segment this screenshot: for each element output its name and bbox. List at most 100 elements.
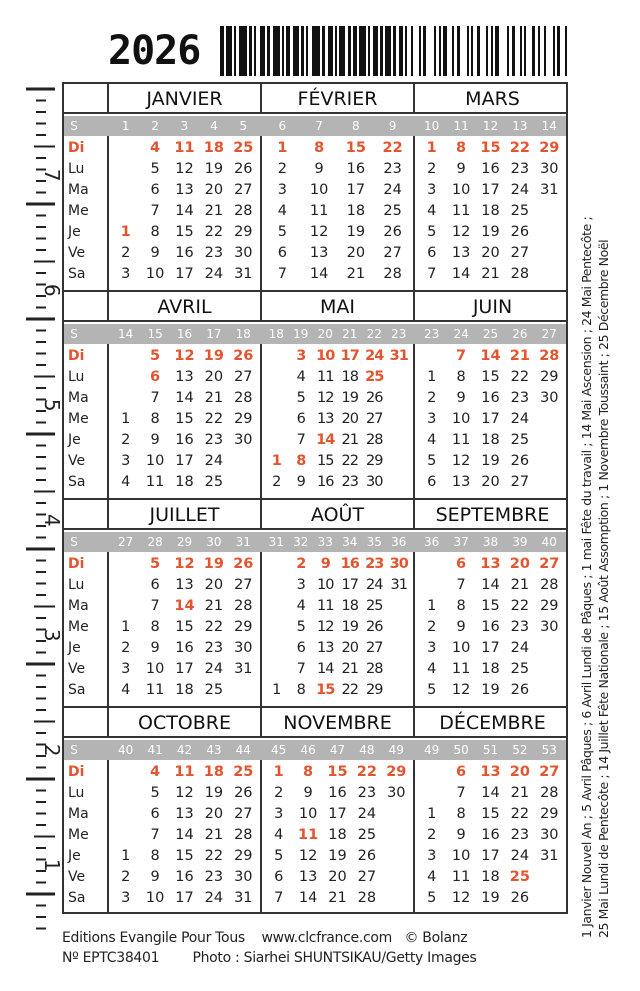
day-cell: 21 bbox=[510, 577, 530, 593]
day-cell: 25 bbox=[510, 432, 530, 448]
day-cell: 18 bbox=[481, 203, 500, 219]
day-cell: 5 bbox=[277, 224, 287, 240]
day-cell: 25 bbox=[233, 764, 254, 780]
day-cell: 16 bbox=[346, 161, 366, 177]
day-cell: 30 bbox=[234, 245, 253, 261]
day-cell: 6 bbox=[296, 640, 306, 656]
day-cell: 30 bbox=[540, 619, 559, 635]
barcode-bar bbox=[486, 26, 488, 76]
week-number: 23 bbox=[391, 327, 407, 341]
day-cell: 28 bbox=[366, 432, 383, 448]
day-cell: 9 bbox=[150, 640, 160, 656]
day-cell: 5 bbox=[150, 348, 161, 364]
weekday-label: Ve bbox=[68, 661, 86, 677]
barcode-bar bbox=[226, 26, 232, 76]
barcode-bar bbox=[452, 26, 454, 76]
day-cell: 6 bbox=[150, 577, 160, 593]
month-divider bbox=[107, 760, 109, 914]
day-cell: 25 bbox=[365, 369, 384, 385]
day-cell: 10 bbox=[316, 348, 335, 364]
day-cell: 8 bbox=[303, 764, 314, 780]
day-cell: 5 bbox=[150, 556, 161, 572]
day-cell: 11 bbox=[317, 369, 334, 385]
day-cell: 23 bbox=[204, 245, 224, 261]
day-cell: 22 bbox=[382, 140, 403, 156]
day-cell: 28 bbox=[540, 785, 559, 801]
day-cell: 16 bbox=[175, 245, 194, 261]
barcode-bar bbox=[306, 26, 308, 76]
barcode-bar bbox=[419, 26, 421, 76]
barcode-bar bbox=[439, 26, 441, 76]
day-cell: 31 bbox=[540, 182, 559, 198]
weekday-label: Di bbox=[68, 140, 85, 156]
day-cell: 21 bbox=[204, 390, 224, 406]
week-number: 41 bbox=[147, 743, 163, 757]
week-number: 36 bbox=[424, 535, 440, 549]
month-divider bbox=[413, 760, 415, 914]
barcode-bar bbox=[282, 26, 284, 76]
month-divider bbox=[260, 552, 262, 706]
calendar-grid: S Di Lu Ma Me Je Ve Sa JANVIER 1 2 3 4 5 1 2 3 4 5 6 7 8 9 10 11… bbox=[62, 82, 568, 914]
day-cell: 4 bbox=[277, 203, 287, 219]
day-cell: 4 bbox=[121, 474, 131, 490]
day-cell: 19 bbox=[481, 890, 500, 906]
day-cell: 5 bbox=[296, 619, 306, 635]
day-cell: 25 bbox=[204, 474, 224, 490]
barcode-bar bbox=[368, 26, 370, 76]
day-cell: 7 bbox=[296, 432, 306, 448]
day-cell: 25 bbox=[383, 203, 402, 219]
day-cell: 20 bbox=[346, 245, 366, 261]
week-number: 14 bbox=[541, 119, 557, 133]
week-number: 32 bbox=[293, 535, 309, 549]
day-cell: 6 bbox=[150, 806, 160, 822]
day-cell: 15 bbox=[317, 453, 334, 469]
day-cell: 24 bbox=[510, 640, 530, 656]
day-cell: 2 bbox=[296, 556, 306, 572]
week-number: 31 bbox=[268, 535, 284, 549]
month-divider bbox=[413, 344, 415, 498]
week-number-bar bbox=[64, 324, 566, 344]
footer-publisher: Editions Evangile Pour Tous www.clcfranc… bbox=[62, 930, 468, 946]
week-number: 7 bbox=[315, 119, 323, 133]
day-cell: 16 bbox=[340, 556, 360, 572]
day-cell: 12 bbox=[298, 848, 318, 864]
day-cell: 13 bbox=[175, 369, 194, 385]
month-name: JUILLET bbox=[107, 500, 260, 528]
day-cell: 19 bbox=[481, 453, 500, 469]
day-cell: 14 bbox=[481, 785, 500, 801]
month-name: MARS bbox=[413, 84, 570, 112]
weekday-label: Lu bbox=[68, 161, 85, 177]
day-cell: 20 bbox=[481, 474, 500, 490]
week-number: 13 bbox=[512, 119, 528, 133]
week-number: 47 bbox=[329, 743, 346, 757]
day-cell: 6 bbox=[456, 556, 467, 572]
barcode-bar bbox=[520, 26, 522, 76]
day-cell: 23 bbox=[204, 869, 224, 885]
weekday-label: Je bbox=[68, 640, 81, 656]
day-cell: 25 bbox=[510, 203, 530, 219]
day-cell: 23 bbox=[341, 474, 359, 490]
day-cell: 8 bbox=[150, 224, 160, 240]
day-cell: 10 bbox=[145, 266, 165, 282]
day-cell: 29 bbox=[234, 848, 253, 864]
barcode-bar bbox=[239, 26, 247, 76]
barcode-bar bbox=[380, 26, 383, 76]
day-cell: 4 bbox=[427, 661, 437, 677]
day-cell: 19 bbox=[204, 785, 224, 801]
day-cell: 30 bbox=[389, 556, 409, 572]
day-cell: 3 bbox=[121, 266, 131, 282]
day-cell: 23 bbox=[204, 640, 224, 656]
day-cell: 18 bbox=[203, 764, 224, 780]
day-cell: 3 bbox=[274, 806, 284, 822]
day-cell: 1 bbox=[120, 224, 131, 240]
day-cell: 22 bbox=[204, 848, 224, 864]
barcode-bar bbox=[557, 26, 560, 76]
day-cell: 27 bbox=[510, 245, 530, 261]
week-number: 6 bbox=[278, 119, 287, 133]
year-title: 2026 bbox=[108, 28, 201, 74]
day-cell: 14 bbox=[480, 348, 501, 364]
day-cell: 26 bbox=[366, 390, 383, 406]
day-cell: 21 bbox=[341, 432, 359, 448]
month-name: NOVEMBRE bbox=[260, 708, 413, 736]
day-cell: 14 bbox=[174, 598, 195, 614]
